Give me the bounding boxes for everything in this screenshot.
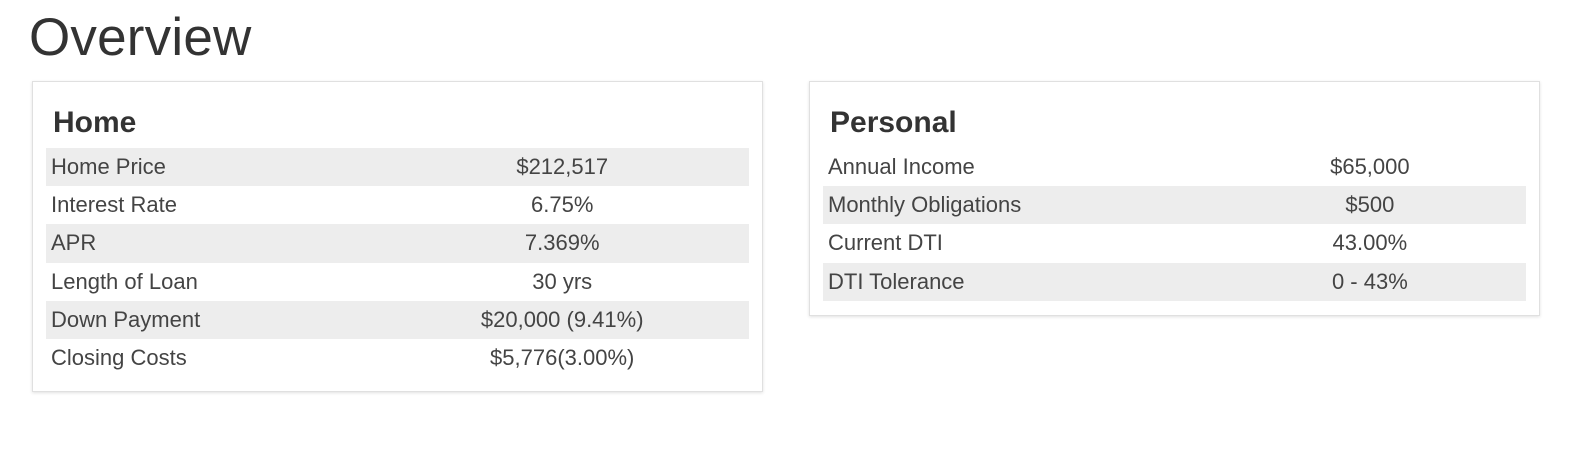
apr-value: 7.369% — [524, 230, 600, 256]
down-payment-value: $20,000 (9.41%) — [480, 306, 644, 332]
interest-rate-label: Interest Rate — [51, 192, 177, 218]
personal-row-annual-income: Annual Income $65,000 — [823, 148, 1526, 186]
closing-costs-value: $5,776(3.00%) — [490, 345, 635, 371]
home-row-home-price: Home Price $212,517 — [46, 148, 749, 187]
down-payment-label: Down Payment — [51, 306, 201, 332]
home-row-length-of-loan: Length of Loan 30 yrs — [46, 263, 749, 301]
home-row-apr: APR 7.369% — [46, 224, 749, 263]
home-row-closing-costs: Closing Costs $5,776(3.00%) — [46, 339, 749, 377]
dti-tolerance-label: DTI Tolerance — [828, 268, 965, 294]
home-card: Home Home Price $212,517 Interest Rate 6… — [32, 81, 763, 392]
personal-card-title: Personal — [830, 106, 957, 139]
home-card-title: Home — [53, 106, 137, 139]
monthly-obligations-value: $500 — [1345, 192, 1395, 218]
monthly-obligations-label: Monthly Obligations — [828, 192, 1022, 218]
apr-label: APR — [51, 230, 97, 256]
home-table: Home Price $212,517 Interest Rate 6.75% … — [46, 148, 749, 377]
dti-tolerance-value: 0 - 43% — [1331, 268, 1408, 294]
current-dti-label: Current DTI — [828, 230, 943, 256]
page-title: Overview — [29, 8, 252, 67]
home-price-value: $212,517 — [516, 154, 609, 180]
home-row-interest-rate: Interest Rate 6.75% — [46, 186, 749, 224]
personal-row-dti-tolerance: DTI Tolerance 0 - 43% — [823, 262, 1526, 301]
closing-costs-label: Closing Costs — [51, 345, 187, 371]
personal-row-current-dti: Current DTI 43.00% — [823, 224, 1526, 262]
current-dti-value: 43.00% — [1332, 230, 1408, 256]
personal-table: Annual Income $65,000 Monthly Obligation… — [823, 148, 1526, 301]
annual-income-value: $65,000 — [1330, 154, 1410, 180]
personal-card: Personal Annual Income $65,000 Monthly O… — [809, 81, 1540, 316]
annual-income-label: Annual Income — [828, 154, 975, 180]
length-of-loan-label: Length of Loan — [51, 268, 198, 294]
interest-rate-value: 6.75% — [531, 192, 594, 218]
home-row-down-payment: Down Payment $20,000 (9.41%) — [46, 300, 749, 339]
home-price-label: Home Price — [51, 154, 166, 180]
length-of-loan-value: 30 yrs — [532, 268, 593, 294]
personal-row-monthly-obligations: Monthly Obligations $500 — [823, 186, 1526, 225]
